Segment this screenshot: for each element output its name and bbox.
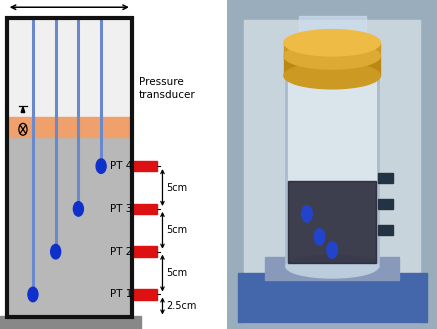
- Circle shape: [327, 242, 337, 258]
- Circle shape: [73, 202, 83, 216]
- Text: PT 2: PT 2: [110, 247, 132, 257]
- Bar: [284, 56, 380, 76]
- Text: 12cm: 12cm: [53, 0, 86, 1]
- Bar: [7, 18, 132, 117]
- Circle shape: [314, 229, 325, 245]
- Text: PT 3: PT 3: [110, 204, 132, 214]
- Text: 2.5cm: 2.5cm: [166, 301, 197, 311]
- Bar: [7, 137, 132, 317]
- Polygon shape: [21, 107, 25, 113]
- Bar: [133, 161, 157, 171]
- Bar: [378, 173, 393, 183]
- Bar: [133, 246, 157, 257]
- Text: 5cm: 5cm: [166, 183, 188, 192]
- Circle shape: [28, 287, 38, 302]
- Ellipse shape: [284, 43, 380, 69]
- Bar: [288, 181, 376, 263]
- Bar: [238, 273, 427, 322]
- Ellipse shape: [284, 63, 380, 89]
- Text: 5cm: 5cm: [166, 268, 188, 278]
- Bar: [7, 117, 132, 137]
- Text: Pressure
transducer: Pressure transducer: [139, 77, 195, 100]
- Circle shape: [302, 206, 312, 222]
- Ellipse shape: [284, 30, 380, 56]
- Text: PT 1: PT 1: [110, 290, 132, 299]
- Bar: [133, 289, 157, 300]
- Circle shape: [96, 159, 106, 173]
- Bar: [244, 20, 420, 322]
- Bar: [265, 257, 399, 280]
- Text: PT 4: PT 4: [110, 161, 132, 171]
- Bar: [133, 204, 157, 214]
- Bar: [0, 316, 141, 329]
- Bar: [284, 43, 380, 56]
- Bar: [7, 18, 132, 317]
- Circle shape: [51, 244, 61, 259]
- Bar: [286, 76, 378, 266]
- Bar: [378, 225, 393, 235]
- Text: 5cm: 5cm: [166, 225, 188, 235]
- Bar: [298, 16, 366, 43]
- Bar: [378, 199, 393, 209]
- Ellipse shape: [286, 255, 378, 278]
